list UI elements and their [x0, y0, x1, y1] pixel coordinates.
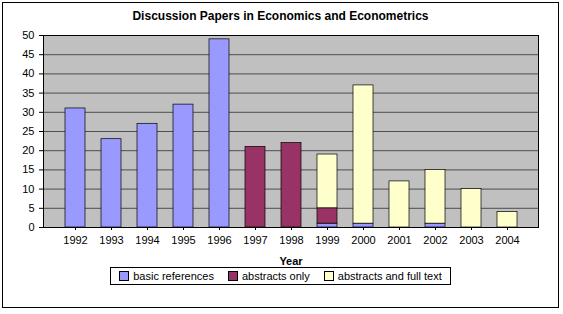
- svg-text:15: 15: [22, 163, 34, 175]
- svg-text:2002: 2002: [423, 234, 447, 246]
- svg-text:2001: 2001: [387, 234, 411, 246]
- svg-text:25: 25: [22, 125, 34, 137]
- svg-text:2003: 2003: [459, 234, 483, 246]
- svg-text:40: 40: [22, 67, 34, 79]
- svg-text:30: 30: [22, 106, 34, 118]
- svg-text:1999: 1999: [315, 234, 339, 246]
- svg-text:45: 45: [22, 48, 34, 60]
- svg-text:1997: 1997: [243, 234, 267, 246]
- svg-text:2000: 2000: [351, 234, 375, 246]
- svg-text:5: 5: [28, 202, 34, 214]
- svg-text:10: 10: [22, 183, 34, 195]
- svg-text:1993: 1993: [99, 234, 123, 246]
- svg-text:1992: 1992: [63, 234, 87, 246]
- svg-text:1995: 1995: [171, 234, 195, 246]
- html-text:Discussion Papers in Economics: Discussion Papers in Economics and Econo…: [132, 9, 429, 23]
- html-text:abstracts and full text: abstracts and full text: [337, 270, 442, 282]
- svg-text:1996: 1996: [207, 234, 231, 246]
- html-text:abstracts only: abstracts only: [241, 270, 310, 282]
- svg-text:Year: Year: [279, 255, 303, 267]
- svg-text:50: 50: [22, 29, 34, 41]
- svg-text:0: 0: [28, 221, 34, 233]
- svg-text:1994: 1994: [135, 234, 159, 246]
- html-text:basic references: basic references: [133, 270, 214, 282]
- svg-text:1998: 1998: [279, 234, 303, 246]
- svg-text:20: 20: [22, 144, 34, 156]
- svg-text:35: 35: [22, 87, 34, 99]
- svg-text:2004: 2004: [495, 234, 519, 246]
